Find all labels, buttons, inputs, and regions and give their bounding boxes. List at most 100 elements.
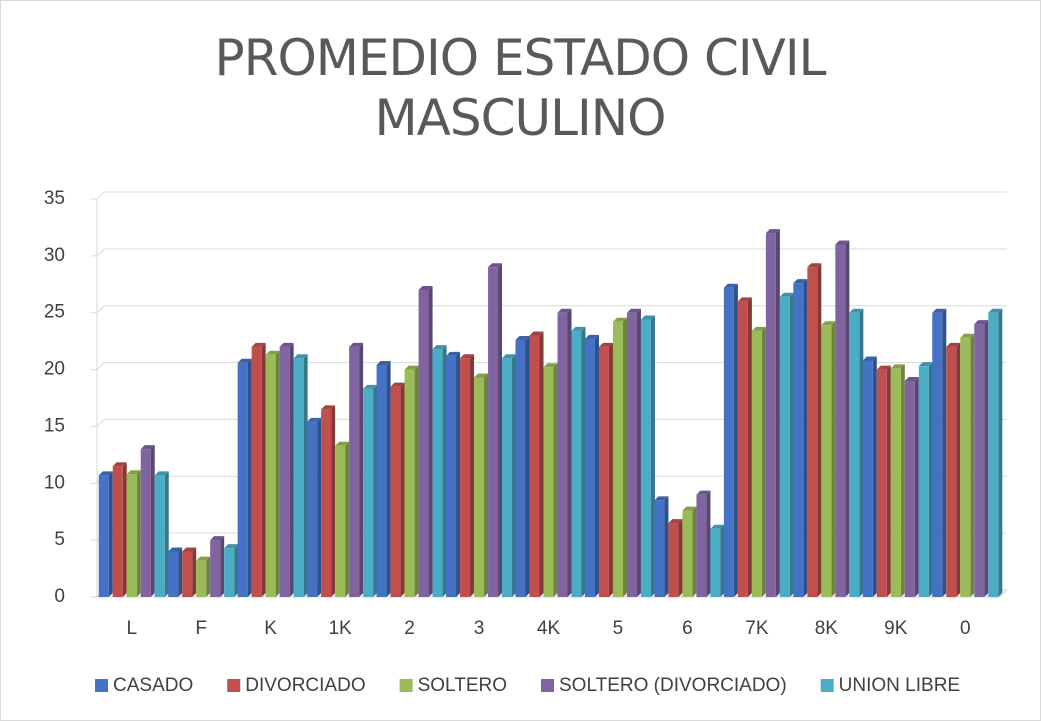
bar-side	[178, 547, 183, 597]
bar-top	[835, 240, 850, 245]
bar	[335, 445, 346, 597]
bar-side	[539, 331, 544, 597]
bar-top	[460, 354, 475, 359]
bar-top	[488, 263, 503, 268]
bar-top	[793, 279, 808, 284]
legend-label: UNION LIBRE	[839, 675, 960, 696]
bar-top	[751, 326, 766, 331]
bar	[960, 337, 971, 597]
bar-top	[849, 308, 864, 313]
legend-swatch	[227, 679, 241, 692]
bar	[126, 474, 137, 597]
bar	[946, 346, 957, 597]
bar-top	[543, 363, 558, 368]
bar	[279, 346, 290, 597]
bar-top	[515, 336, 530, 341]
bar	[668, 523, 679, 597]
bar-top	[682, 506, 697, 511]
bar-top	[598, 342, 613, 347]
bar-top	[946, 342, 961, 347]
bar	[751, 330, 762, 597]
bar-top	[918, 362, 933, 367]
x-tick-label: F	[195, 618, 207, 639]
bar-side	[720, 524, 725, 597]
bar	[710, 528, 721, 597]
x-tick-label: 4K	[537, 618, 561, 639]
bar	[502, 358, 513, 597]
bar-side	[845, 240, 850, 597]
bar	[640, 319, 651, 597]
bar-top	[196, 556, 211, 561]
bar-side	[622, 317, 627, 597]
chart-title: PROMEDIO ESTADO CIVIL MASCULINO	[214, 29, 827, 147]
bar	[904, 380, 915, 597]
bar-side	[484, 373, 489, 597]
x-tick-label: K	[264, 618, 277, 639]
bar	[418, 289, 429, 597]
bar-side	[747, 297, 752, 597]
bar-top	[765, 229, 780, 234]
bar-top	[932, 308, 947, 313]
bar	[182, 551, 193, 597]
bar	[251, 346, 262, 597]
bar-side	[261, 342, 266, 597]
bar	[112, 466, 123, 597]
bar-top	[890, 364, 905, 369]
bar-top	[974, 320, 989, 325]
bar-side	[900, 364, 905, 597]
bar	[363, 388, 374, 597]
bar-top	[612, 317, 627, 322]
y-tick-label: 35	[44, 188, 65, 209]
bar-top	[446, 351, 461, 356]
bar-top	[779, 292, 794, 297]
bar	[654, 500, 665, 597]
bar-top	[571, 326, 586, 331]
bar	[237, 362, 248, 597]
bar	[876, 369, 887, 597]
bar	[168, 551, 179, 597]
bar	[682, 510, 693, 597]
bar-top	[723, 283, 738, 288]
bar	[307, 421, 318, 597]
bar-top	[321, 405, 336, 410]
grid-line	[96, 362, 1007, 370]
bar-top	[210, 536, 225, 541]
bar-top	[876, 365, 891, 370]
bar-side	[636, 308, 641, 597]
bar	[98, 475, 109, 597]
bar-top	[584, 334, 599, 339]
y-tick-label: 25	[44, 302, 65, 323]
bar-side	[567, 308, 572, 597]
bar	[584, 338, 595, 597]
bar-top	[98, 471, 113, 476]
bar	[793, 283, 804, 597]
x-tick-label: 7K	[745, 618, 769, 639]
legend-label: SOLTERO (DIVORCIADO)	[559, 675, 787, 696]
bar-side	[803, 279, 808, 597]
bar-side	[525, 336, 530, 597]
bar	[321, 409, 332, 597]
bar	[543, 367, 554, 597]
bar-side	[872, 356, 877, 597]
bar-top	[265, 350, 280, 355]
legend-swatch	[820, 679, 834, 692]
bar-top	[335, 441, 350, 446]
bar-side	[442, 345, 447, 597]
bar-top	[904, 376, 919, 381]
bar-side	[886, 365, 891, 597]
bar	[474, 377, 485, 597]
bar-top	[418, 285, 433, 290]
bar	[918, 366, 929, 597]
bar-top	[168, 547, 183, 552]
bar-top	[432, 345, 447, 350]
bar	[598, 346, 609, 597]
bar-side	[414, 365, 419, 597]
bar-side	[733, 283, 738, 597]
bar-top	[640, 315, 655, 320]
bar-side	[775, 229, 780, 597]
bar	[404, 369, 415, 597]
bar	[196, 560, 207, 597]
bar-side	[345, 441, 350, 597]
bar-top	[390, 382, 405, 387]
